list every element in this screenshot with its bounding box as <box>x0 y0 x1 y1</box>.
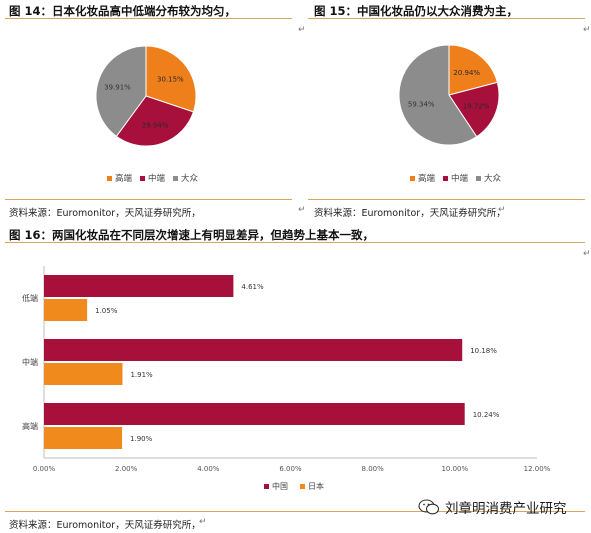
legend-swatch-mid <box>140 175 146 181</box>
x-tick-label: 8.00% <box>362 465 385 473</box>
legend-label-china: 中国 <box>272 481 288 491</box>
x-tick-label: 6.00% <box>279 465 302 473</box>
legend-swatch-high <box>107 175 112 181</box>
legend-label-mid: 中端 <box>148 174 166 184</box>
return-mark: ↵ <box>583 25 591 35</box>
pie-chart-china: 20.94% 19.72% 59.34% <box>398 44 500 146</box>
bar-value-label: 10.24% <box>473 411 500 419</box>
figure16-title-rule <box>5 242 585 243</box>
figure15-title-rule <box>308 18 585 19</box>
legend-label-high: 高端 <box>418 174 436 184</box>
bar-japan <box>44 363 123 385</box>
x-tick-label: 0.00% <box>33 465 56 473</box>
bar-china <box>44 339 463 361</box>
figure14-title: 图 14：日本化妆品高中低端分布较为均匀， <box>9 4 237 18</box>
figure16-source-rule <box>5 511 585 512</box>
figure14-legend: 高端 中端 大众 <box>107 172 198 184</box>
legend-swatch-mid <box>443 175 449 181</box>
x-tick-label: 12.00% <box>524 465 551 473</box>
bar-value-label: 4.61% <box>241 283 264 291</box>
legend-label-japan: 日本 <box>308 481 324 491</box>
pie-china-slice-1 <box>448 81 500 138</box>
legend-item-mid: 中端 <box>443 172 468 184</box>
legend-item-high: 高端 <box>107 172 132 184</box>
bar-china <box>44 275 234 297</box>
legend-swatch-japan <box>300 484 305 489</box>
legend-label-mass: 大众 <box>181 174 199 184</box>
figure16-source: 资料来源：Euromonitor，天风证券研究所， <box>9 520 201 531</box>
bar-china <box>44 403 465 425</box>
pie-japan-slice-label-0: 30.15% <box>157 75 184 83</box>
pie-china-slice-label-0: 20.94% <box>453 69 480 77</box>
bar-value-label: 10.18% <box>470 347 497 355</box>
return-mark: ↵ <box>583 249 591 259</box>
figure16-title: 图 16：两国化妆品在不同层次增速上有明显差异，但趋势上基本一致， <box>9 228 375 242</box>
pie-china-slice-2 <box>398 44 478 146</box>
return-mark: ↵ <box>498 205 506 215</box>
bar-chart-growth: 0.00% 2.00% 4.00% 6.00% 8.00% 10.00% 12.00% 低端 4… <box>22 266 551 491</box>
legend-item-mid: 中端 <box>140 172 165 184</box>
bar-japan <box>44 299 88 321</box>
pie-japan-slice-label-2: 39.91% <box>104 84 131 92</box>
legend-swatch-mass <box>476 175 482 181</box>
legend-item-mass: 大众 <box>173 172 198 184</box>
y-category-label: 低端 <box>22 293 38 303</box>
figure15-legend: 高端 中端 大众 <box>410 172 501 184</box>
pie-japan-slice-1 <box>115 95 195 147</box>
wechat-icon <box>418 499 440 515</box>
legend-label-mass: 大众 <box>484 174 502 184</box>
figure15-source: 资料来源：Euromonitor，天风证券研究所， <box>314 208 506 219</box>
legend-label-mid: 中端 <box>451 174 469 184</box>
return-mark: ↵ <box>298 205 306 215</box>
pie-japan-slice-2 <box>95 45 147 137</box>
return-mark: ↵ <box>199 517 207 527</box>
legend-label-high: 高端 <box>115 174 133 184</box>
x-tick-label: 4.00% <box>197 465 220 473</box>
pie-chart-japan: 30.15% 29.94% 39.91% <box>95 45 197 147</box>
figure15-title: 图 15：中国化妆品仍以大众消费为主， <box>314 4 519 18</box>
y-category-label: 中端 <box>22 357 38 367</box>
legend-item-high: 高端 <box>410 172 435 184</box>
watermark-text: 刘章明消费产业研究 <box>445 501 567 517</box>
legend-swatch-mass <box>173 175 179 181</box>
figure14-source: 资料来源：Euromonitor，天风证券研究所， <box>9 208 201 219</box>
figure14-title-rule <box>5 18 292 19</box>
bar-japan <box>44 427 123 449</box>
legend-swatch-china <box>264 484 269 489</box>
pie-china-slice-0 <box>448 44 498 96</box>
legend-item-mass: 大众 <box>476 172 501 184</box>
legend-swatch-high <box>410 175 415 181</box>
bar-value-label: 1.05% <box>95 307 118 315</box>
figure14-source-rule <box>5 199 292 200</box>
pie-japan-slice-0 <box>145 45 197 113</box>
bar-value-label: 1.90% <box>130 435 153 443</box>
bar-value-label: 1.91% <box>130 371 153 379</box>
figure15-source-rule <box>308 199 585 200</box>
pie-china-slice-label-2: 59.34% <box>408 100 435 108</box>
y-category-label: 高端 <box>22 421 38 431</box>
return-mark: ↵ <box>298 25 306 35</box>
pie-japan-slice-label-1: 29.94% <box>142 122 169 130</box>
watermark: 刘章明消费产业研究 <box>418 497 567 517</box>
x-tick-label: 2.00% <box>115 465 138 473</box>
x-tick-label: 10.00% <box>441 465 468 473</box>
pie-china-slice-label-1: 19.72% <box>463 102 490 110</box>
